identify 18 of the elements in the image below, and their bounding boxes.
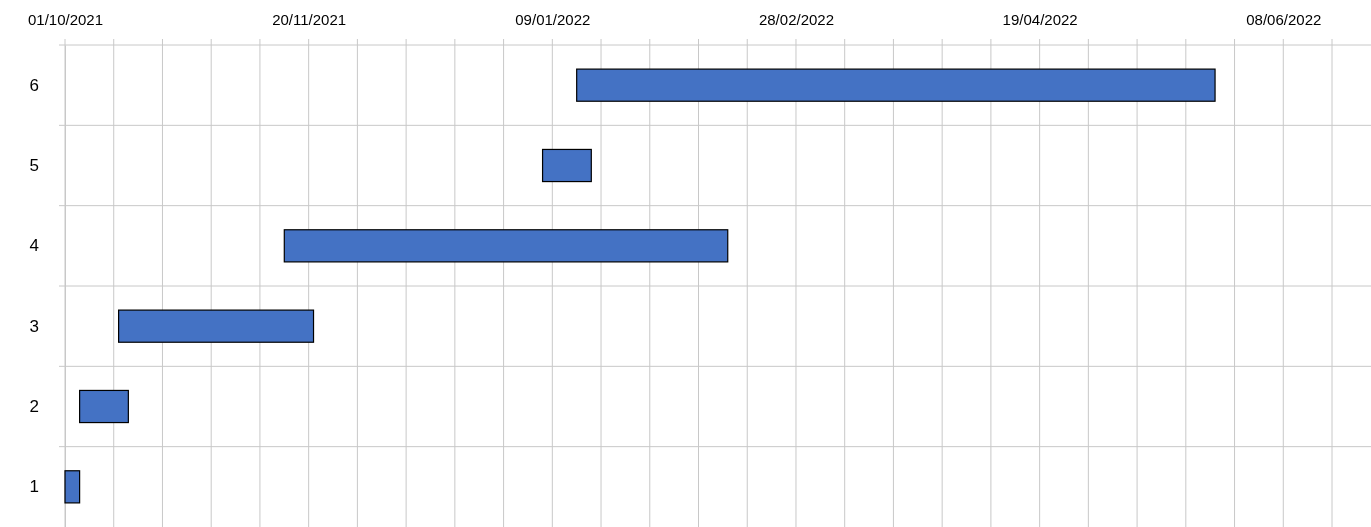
y-tick-label: 3	[29, 316, 39, 336]
x-tick-label: 01/10/2021	[27, 11, 104, 28]
bar	[576, 68, 1216, 102]
y-tick-label: 1	[29, 477, 39, 497]
bar	[64, 470, 81, 504]
y-tick-label: 4	[29, 236, 39, 256]
y-tick-label: 5	[29, 155, 39, 175]
bar	[283, 229, 729, 263]
bar	[541, 148, 592, 183]
y-tick-label: 6	[29, 75, 39, 95]
bar	[118, 309, 315, 343]
y-tick-label: 2	[29, 396, 39, 416]
bar	[79, 389, 129, 424]
x-tick-label: 20/11/2021	[272, 11, 347, 28]
x-tick-label: 09/01/2022	[515, 11, 591, 28]
x-tick-label: 28/02/2022	[758, 11, 835, 28]
x-tick-label: 08/06/2022	[1246, 11, 1322, 28]
x-tick-label: 19/04/2022	[1002, 11, 1078, 28]
